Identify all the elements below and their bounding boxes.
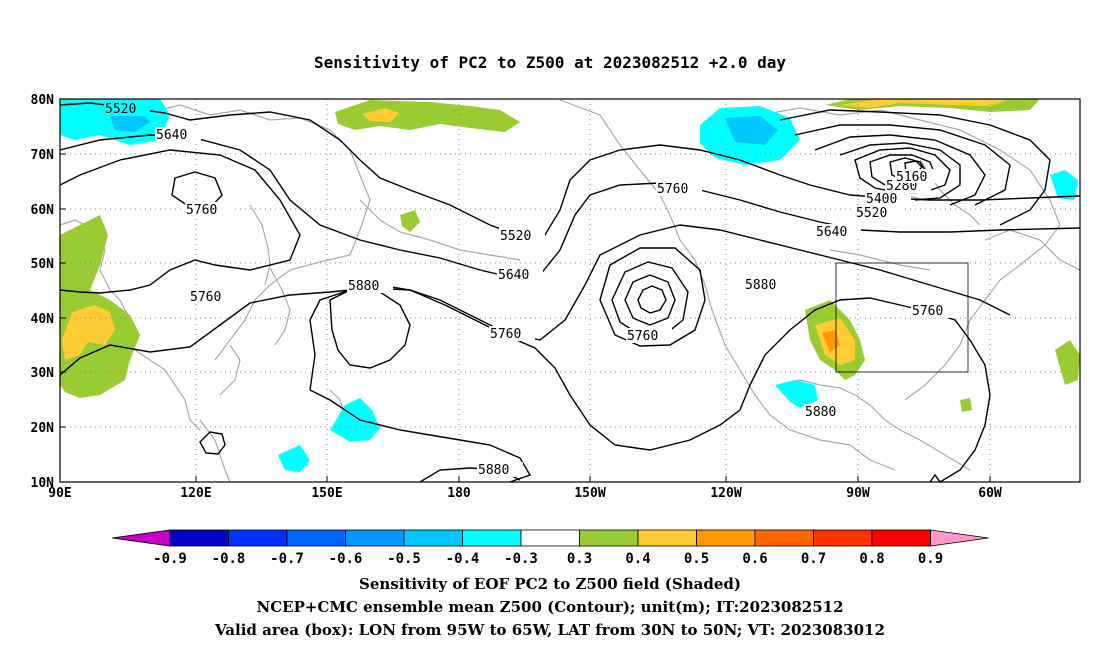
colorbar-tick-label: 0.7 <box>801 551 826 567</box>
contour-label: 5880 <box>348 279 379 294</box>
lon-label: 120E <box>180 486 211 501</box>
shade-cyan-atlantic <box>1050 170 1078 200</box>
contour-label: 5760 <box>627 329 658 344</box>
colorbar-swatch <box>520 529 580 547</box>
colorbar-tick-label: -0.5 <box>387 551 421 567</box>
shaded-sensitivity <box>60 99 1080 472</box>
shade-yellow-arctic <box>362 108 400 122</box>
shade-green-dot-1 <box>400 210 420 232</box>
colorbar-swatch <box>754 529 814 547</box>
colorbar-tick-label: -0.6 <box>329 551 363 567</box>
contour-label: 5640 <box>816 225 847 240</box>
shade-orange-us <box>822 330 840 352</box>
plot-frame <box>59 98 1081 483</box>
lon-label: 150E <box>311 486 342 501</box>
lat-label: 60N <box>31 203 55 218</box>
colorbar-swatch <box>169 529 229 547</box>
colorbar-tick-label: -0.7 <box>270 551 304 567</box>
contour-label: 5520 <box>500 229 531 244</box>
colorbar-swatch <box>813 529 873 547</box>
contour-label: 5400 <box>866 192 897 207</box>
colorbar-arrow-right <box>930 529 989 547</box>
colorbar-swatch <box>462 529 522 547</box>
contour-label: 5760 <box>657 182 688 197</box>
contour-label: 5760 <box>186 203 217 218</box>
lat-label: 30N <box>31 366 55 381</box>
colorbar-swatch <box>345 529 405 547</box>
colorbar-tick-label: 0.3 <box>567 551 592 567</box>
contour-label: 5640 <box>498 268 529 283</box>
lon-label: 180 <box>447 486 471 501</box>
longitude-labels: 90E 120E 150E 180 150W 120W 90W 60W <box>48 486 1002 501</box>
contour-label: 5640 <box>156 128 187 143</box>
shade-yellow-greenland <box>840 99 1010 108</box>
contour-label: 5880 <box>805 405 836 420</box>
colorbar-swatch <box>871 529 931 547</box>
contour-labels: 5520 5640 5760 5760 5520 5640 5760 5880 … <box>104 101 957 478</box>
colorbar-tick-label: -0.3 <box>504 551 538 567</box>
colorbar-tick-label: 0.5 <box>684 551 709 567</box>
shade-yellow-china <box>62 305 115 360</box>
colorbar: -0.9 -0.8 -0.7 -0.6 -0.5 -0.4 -0.3 0.3 0.4 0.5 0.6… <box>111 529 989 567</box>
caption-line-2: NCEP+CMC ensemble mean Z500 (Contour); u… <box>257 598 844 616</box>
colorbar-swatch <box>696 529 756 547</box>
colorbar-tick-label: 0.8 <box>859 551 884 567</box>
colorbar-tick-label: -0.9 <box>153 551 187 567</box>
shade-cyan-mexico <box>775 380 818 408</box>
figure-title: Sensitivity of PC2 to Z500 at 2023082512… <box>314 53 786 72</box>
caption-line-3: Valid area (box): LON from 95W to 65W, L… <box>214 621 885 639</box>
shade-blue-arctic <box>725 116 778 145</box>
contour-label: 5760 <box>490 327 521 342</box>
colorbar-swatch <box>286 529 346 547</box>
colorbar-swatch <box>228 529 288 547</box>
lon-label: 150W <box>574 486 605 501</box>
shade-green-atlantic <box>960 340 1080 412</box>
lon-label: 90E <box>48 486 71 501</box>
lat-label: 80N <box>31 93 55 108</box>
contour-label: 5520 <box>105 102 136 117</box>
plot-area: 5520 5640 5760 5760 5520 5640 5760 5880 … <box>60 99 1080 482</box>
colorbar-swatch <box>637 529 697 547</box>
lat-label: 40N <box>31 312 55 327</box>
caption-line-1: Sensitivity of EOF PC2 to Z500 field (Sh… <box>359 575 741 593</box>
colorbar-tick-label: 0.4 <box>625 551 650 567</box>
colorbar-tick-label: 0.6 <box>742 551 767 567</box>
contour-label: 5760 <box>190 290 221 305</box>
latitude-labels: 80N 70N 60N 50N 40N 30N 20N 10N <box>31 93 55 491</box>
contour-label: 5760 <box>912 304 943 319</box>
valid-area-box <box>835 262 969 373</box>
colorbar-arrow-left <box>111 529 171 547</box>
colorbar-swatch <box>579 529 639 547</box>
lat-label: 10N <box>31 476 55 491</box>
colorbar-swatch <box>403 529 463 547</box>
contour-label: 5880 <box>745 278 776 293</box>
contour-label: 5880 <box>478 463 509 478</box>
lon-label: 90W <box>846 486 870 501</box>
colorbar-tick-label: -0.4 <box>446 551 480 567</box>
axis-ticks <box>60 98 991 482</box>
coastlines <box>60 99 1080 482</box>
contour-label: 5160 <box>896 170 927 185</box>
contour-label: 5520 <box>856 206 887 221</box>
lon-label: 60W <box>978 486 1002 501</box>
shade-green-arctic <box>335 100 520 132</box>
lat-label: 20N <box>31 421 55 436</box>
colorbar-tick-label: -0.8 <box>212 551 246 567</box>
lon-label: 120W <box>710 486 741 501</box>
lat-label: 50N <box>31 257 55 272</box>
lat-label: 70N <box>31 148 55 163</box>
colorbar-tick-label: 0.9 <box>918 551 943 567</box>
